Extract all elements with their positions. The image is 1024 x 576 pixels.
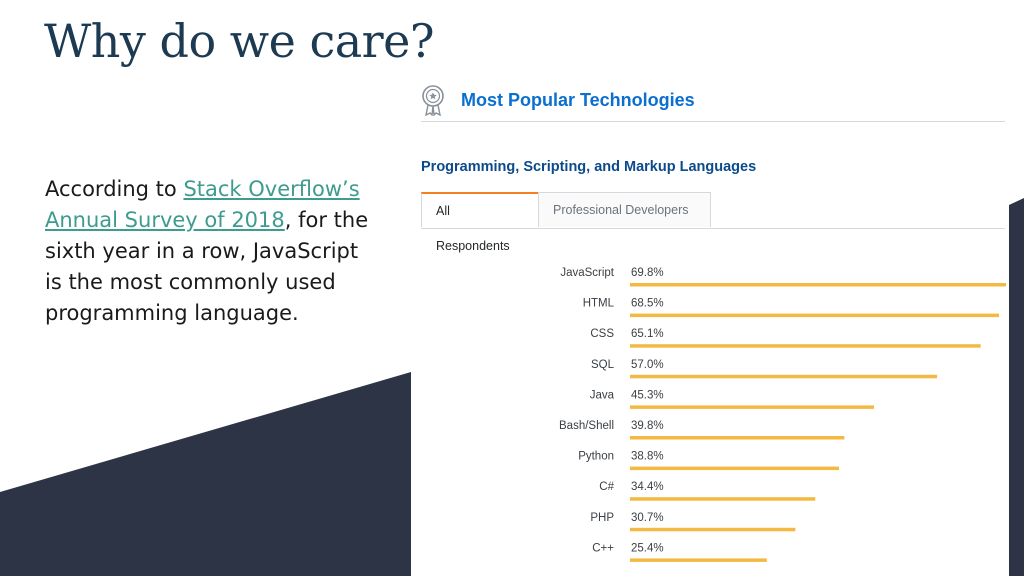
medal-icon (422, 85, 444, 116)
category-label: Bash/Shell (559, 420, 614, 432)
body-text-rest: , for the sixth year in a row, JavaScrip… (45, 208, 369, 325)
survey-screenshot: Most Popular Technologies Programming, S… (411, 80, 1009, 568)
tab-bar: All Respondents Professional Developers (421, 192, 1005, 253)
value-label: 25.4% (631, 542, 664, 554)
category-label: Python (578, 451, 614, 463)
bar (630, 313, 999, 318)
value-label: 39.8% (631, 420, 664, 432)
category-label: PHP (590, 512, 614, 524)
panel-header: Most Popular Technologies (419, 83, 695, 117)
value-label: 34.4% (631, 481, 664, 493)
value-label: 69.8% (631, 267, 664, 279)
background-shape-right (1009, 198, 1024, 576)
header-divider (421, 121, 1005, 122)
category-label: JavaScript (560, 267, 614, 279)
bar (630, 497, 816, 501)
tab-all-respondents[interactable]: All Respondents (421, 192, 539, 253)
value-label: 68.5% (631, 298, 664, 310)
bar (630, 405, 875, 409)
value-label: 57.0% (631, 359, 664, 371)
bar (630, 527, 796, 532)
bar (630, 436, 845, 440)
bar (630, 283, 1006, 287)
bar (630, 344, 981, 348)
survey-link[interactable]: Stack Overflow’s Annual Survey of 2018 (45, 177, 360, 232)
section-title: Programming, Scripting, and Markup Langu… (421, 159, 757, 175)
category-label: Java (590, 389, 615, 401)
tab-professional-developers[interactable]: Professional Developers (538, 192, 711, 227)
bar (630, 466, 840, 471)
background-shape-left (0, 372, 411, 576)
body-text: According to Stack Overflow’s Annual Sur… (45, 174, 375, 329)
category-label: HTML (583, 298, 615, 310)
value-label: 45.3% (631, 389, 664, 401)
value-label: 38.8% (631, 451, 664, 463)
languages-bar-chart: JavaScript 69.8% HTML 68.5% CSS 65.1% SQL 57.0%… (559, 267, 1006, 562)
slide-title: Why do we care? (44, 14, 435, 68)
panel-title: Most Popular Technologies (461, 89, 695, 110)
category-label: C++ (592, 542, 614, 554)
category-label: CSS (590, 328, 614, 340)
value-label: 30.7% (631, 512, 664, 524)
body-text-intro: According to (45, 177, 184, 201)
value-label: 65.1% (631, 328, 664, 340)
category-label: C# (599, 481, 614, 493)
bar (630, 374, 938, 379)
bar (630, 558, 767, 562)
category-label: SQL (591, 359, 615, 371)
